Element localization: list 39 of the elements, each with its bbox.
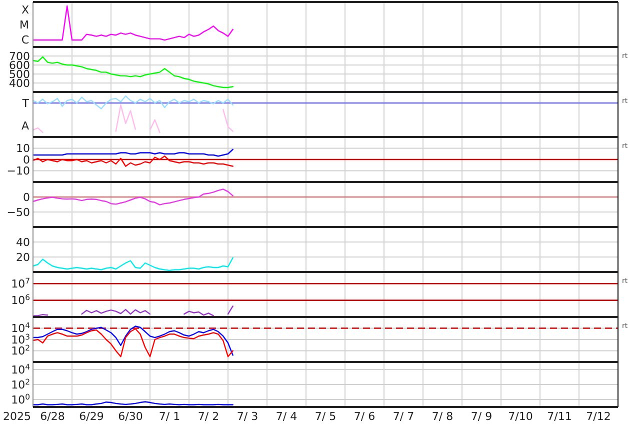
line-series xyxy=(32,257,234,272)
x-tick-label: 7/ 1 xyxy=(158,410,180,423)
x-tick-label: 6/30 xyxy=(118,410,143,423)
text: C xyxy=(21,33,30,46)
x-tick-label: 6/29 xyxy=(79,410,104,423)
y-tick-label: 10$^{0}$ xyxy=(11,392,30,406)
x-tick-label: 7/ 5 xyxy=(314,410,336,423)
y-tick-label: −50 xyxy=(6,206,30,219)
line-series xyxy=(32,148,234,157)
x-tick-label: 7/12 xyxy=(586,410,611,423)
x-tick-label: 7/ 3 xyxy=(236,410,258,423)
y-tick-label: 10 xyxy=(16,142,30,156)
y-tick-label: 10$^{6}$ xyxy=(11,292,30,308)
x-tick-label: 7/ 8 xyxy=(432,410,454,423)
x-tick-label: 7/ 4 xyxy=(276,410,298,423)
y-tick-label: 0 xyxy=(23,153,30,166)
x-tick-label: 6/28 xyxy=(40,410,65,423)
x-axis-title: 2025 xyxy=(3,410,31,423)
y-tick-label: 0 xyxy=(23,190,30,204)
text: A xyxy=(21,120,30,133)
line-series xyxy=(32,56,234,88)
text: T xyxy=(21,97,30,110)
y-tick-label: 10$^{7}$ xyxy=(11,276,30,291)
text: X xyxy=(21,3,30,16)
y-tick-label: −10 xyxy=(6,164,30,178)
x-tick-label: 7/ 7 xyxy=(392,410,414,423)
x-tick-label: 7/10 xyxy=(508,410,533,423)
y-tick-label: 10$^{2}$ xyxy=(11,376,30,392)
line-series xyxy=(32,156,234,167)
x-tick-label: 7/ 2 xyxy=(198,410,220,423)
x-tick-label: 7/ 9 xyxy=(470,410,492,423)
text: M xyxy=(20,18,29,32)
x-tick-label: 7/ 6 xyxy=(354,410,376,423)
y-tick-label: 40 xyxy=(16,236,30,249)
y-tick-label: 10$^{4}$ xyxy=(11,362,30,376)
x-tick-label: 7/11 xyxy=(547,410,572,423)
y-tick-label: 20 xyxy=(16,250,30,264)
y-tick-label: 10$^{2}$ xyxy=(11,343,30,358)
line-series xyxy=(32,188,234,206)
